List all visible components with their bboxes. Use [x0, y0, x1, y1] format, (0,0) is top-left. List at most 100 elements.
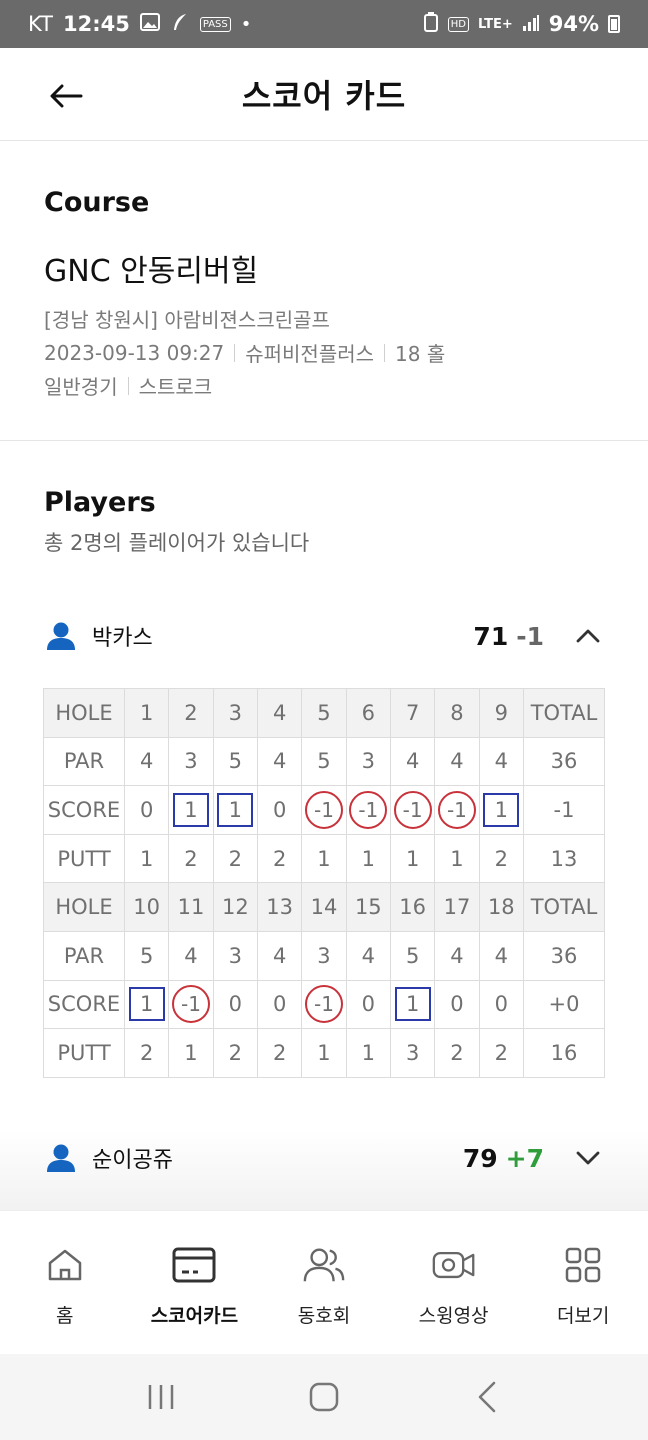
birdie-marker: -1 — [304, 790, 343, 829]
divider — [127, 376, 129, 395]
players-section-title: Players — [44, 487, 156, 518]
course-section: Course GNC 안동리버힐 [경남 창원시] 아람비젼스크린골프 2023… — [0, 141, 648, 441]
expand-button[interactable] — [568, 1138, 608, 1178]
par-cell: 4 — [256, 930, 303, 981]
system-back-button[interactable] — [457, 1367, 517, 1427]
par-cell: 5 — [123, 930, 170, 981]
course-location: [경남 창원시] 아람비젼스크린골프 — [44, 304, 330, 333]
club-icon — [302, 1243, 346, 1287]
score-cell: -1 — [389, 785, 436, 835]
hole-number-cell: 7 — [389, 688, 436, 738]
hole-number-cell: 6 — [345, 688, 391, 738]
putt-total-cell: 16 — [523, 1028, 605, 1078]
hole-number-row: HOLE 10 11 12 13 14 15 16 17 18 TOTAL — [43, 882, 605, 932]
score-cell: -1 — [301, 785, 347, 835]
nav-label: 더보기 — [556, 1305, 610, 1327]
score-cell: 1 — [478, 785, 525, 835]
arrow-left-icon — [50, 84, 83, 108]
recent-apps-button[interactable] — [131, 1367, 191, 1427]
network-label: LTE+ — [477, 16, 513, 32]
nav-item-more[interactable]: 더보기 — [518, 1211, 648, 1354]
scorecard-icon — [172, 1243, 216, 1287]
back-button[interactable] — [46, 76, 86, 116]
total-header-cell: TOTAL — [523, 882, 605, 932]
score-cell: -1 — [345, 785, 391, 835]
course-system: 슈퍼비전플러스 — [245, 342, 375, 366]
hole-number-cell: 17 — [434, 882, 480, 932]
par-cell: 3 — [212, 930, 258, 981]
course-holes: 18 홀 — [395, 342, 446, 366]
collapse-button[interactable] — [568, 616, 608, 656]
score-row: SCORE 1 -1 0 0 -1 0 1 0 0 +0 — [43, 979, 605, 1030]
hd-badge: HD — [447, 16, 469, 32]
hole-number-cell: 14 — [301, 882, 347, 932]
row-label: SCORE — [43, 785, 125, 835]
divider — [234, 343, 236, 362]
nav-item-scorecard[interactable]: 스코어카드 — [130, 1211, 260, 1354]
recycle-icon — [423, 11, 439, 37]
nav-item-home[interactable]: 홈 — [0, 1211, 130, 1354]
status-bar: KT 12:45 PASS • HD LTE+ 94% — [0, 0, 648, 48]
signal-icon — [522, 12, 540, 36]
app-header: 스코어 카드 — [0, 48, 648, 141]
feather-icon — [170, 12, 190, 37]
par-marker: 0 — [139, 797, 154, 822]
player-row-expanded[interactable]: 박카스 71 -1 — [44, 616, 608, 656]
row-label: PUTT — [43, 1028, 125, 1078]
pass-badge: PASS — [199, 16, 231, 32]
course-meta-row: 2023-09-13 09:27 슈퍼비전플러스 18 홀 — [44, 338, 445, 367]
score-total-cell: -1 — [523, 785, 605, 835]
player-diff: +7 — [505, 1143, 544, 1173]
nav-item-swing-video[interactable]: 스윙영상 — [389, 1211, 519, 1354]
bogey-marker: 1 — [217, 792, 254, 827]
course-name: GNC 안동리버힐 — [44, 254, 259, 289]
nav-label: 홈 — [56, 1305, 74, 1327]
score-cell: 0 — [478, 979, 525, 1030]
player-diff: -1 — [516, 621, 544, 651]
player-row-collapsed[interactable]: 순이공쥬 79 +7 — [44, 1138, 608, 1178]
score-total-cell: +0 — [523, 979, 605, 1030]
putt-cell: 2 — [478, 833, 525, 884]
par-total-cell: 36 — [523, 736, 605, 787]
score-cell: 0 — [434, 979, 480, 1030]
birdie-marker: -1 — [304, 985, 343, 1024]
par-cell: 5 — [301, 736, 347, 787]
putt-cell: 3 — [389, 1028, 436, 1078]
home-square-icon — [309, 1382, 339, 1412]
putt-row: PUTT 2 1 2 2 1 1 3 2 2 16 — [43, 1028, 605, 1078]
battery-icon — [608, 15, 620, 33]
row-label: PAR — [43, 736, 125, 787]
par-cell: 4 — [434, 930, 480, 981]
par-cell: 3 — [168, 736, 214, 787]
course-mode-row: 일반경기 스트로크 — [44, 371, 212, 400]
course-game-type: 일반경기 — [44, 375, 118, 399]
hole-number-row: HOLE 1 2 3 4 5 6 7 8 9 TOTAL — [43, 688, 605, 738]
par-marker: 0 — [272, 992, 287, 1017]
score-cell: -1 — [168, 979, 214, 1030]
hole-number-cell: 13 — [256, 882, 303, 932]
chevron-down-icon — [576, 1151, 600, 1165]
par-marker: 0 — [228, 992, 242, 1017]
par-row: PAR 4 3 5 4 5 3 4 4 4 36 — [43, 736, 605, 787]
putt-cell: 2 — [256, 833, 303, 884]
player-name: 순이공쥬 — [92, 1148, 173, 1173]
putt-cell: 2 — [434, 1028, 480, 1078]
course-location-text: [경남 창원시] 아람비젼스크린골프 — [44, 308, 330, 332]
nav-item-club[interactable]: 동호회 — [259, 1211, 389, 1354]
score-table: HOLE 1 2 3 4 5 6 7 8 9 TOTAL PAR 4 3 5 4 5 3 4 4 4 36 SCORE 0 1 1… — [43, 688, 605, 1078]
par-cell: 4 — [478, 736, 525, 787]
score-cell: 1 — [389, 979, 436, 1030]
hole-number-cell: 8 — [434, 688, 480, 738]
par-cell: 5 — [389, 930, 436, 981]
hole-number-cell: 4 — [256, 688, 303, 738]
gallery-icon — [139, 12, 160, 36]
putt-cell: 1 — [301, 1028, 347, 1078]
hole-number-cell: 16 — [389, 882, 436, 932]
battery-percent: 94% — [548, 12, 599, 36]
nav-label: 스코어카드 — [150, 1305, 239, 1327]
row-label: HOLE — [43, 688, 125, 738]
more-icon — [561, 1243, 605, 1287]
score-row: SCORE 0 1 1 0 -1 -1 -1 -1 1 -1 — [43, 785, 605, 835]
par-cell: 4 — [345, 930, 391, 981]
home-system-button[interactable] — [294, 1367, 354, 1427]
